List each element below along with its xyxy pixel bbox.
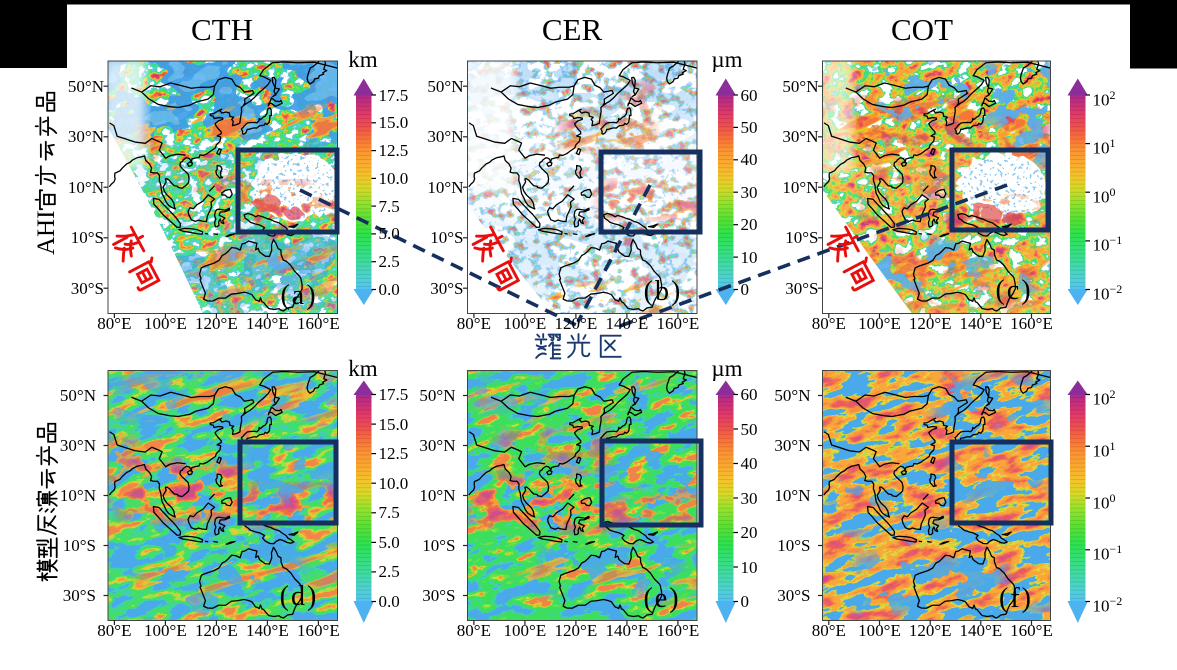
svg-text:AHI: AHI — [33, 211, 60, 255]
